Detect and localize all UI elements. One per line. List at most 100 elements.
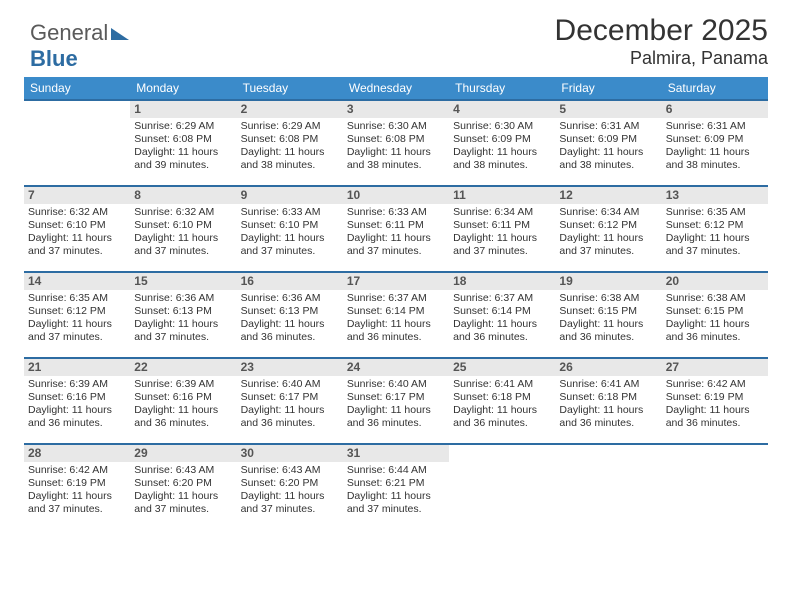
day-info-line: Sunset: 6:17 PM xyxy=(241,391,339,404)
header: December 2025 Palmira, Panama xyxy=(24,14,768,69)
day-info-line: Sunset: 6:18 PM xyxy=(453,391,551,404)
day-number: 20 xyxy=(662,273,768,290)
calendar-week-row: 7Sunrise: 6:32 AMSunset: 6:10 PMDaylight… xyxy=(24,186,768,272)
day-info-line: Daylight: 11 hours xyxy=(241,232,339,245)
day-info-line: Daylight: 11 hours xyxy=(347,146,445,159)
calendar-day-cell: 27Sunrise: 6:42 AMSunset: 6:19 PMDayligh… xyxy=(662,358,768,444)
weekday-header: Saturday xyxy=(662,77,768,100)
day-info-line: Daylight: 11 hours xyxy=(241,490,339,503)
day-number: 25 xyxy=(449,359,555,376)
day-info-line: Sunset: 6:12 PM xyxy=(28,305,126,318)
day-info-line: and 36 minutes. xyxy=(28,417,126,430)
day-info-line: and 38 minutes. xyxy=(666,159,764,172)
day-info-line: Sunrise: 6:39 AM xyxy=(28,378,126,391)
day-info-line: Sunset: 6:12 PM xyxy=(666,219,764,232)
day-info-line: Sunset: 6:11 PM xyxy=(453,219,551,232)
calendar-day-cell xyxy=(24,100,130,186)
day-info-line: and 36 minutes. xyxy=(453,417,551,430)
day-info-line: Daylight: 11 hours xyxy=(347,318,445,331)
day-info-line: Sunrise: 6:33 AM xyxy=(347,206,445,219)
day-info-line: Daylight: 11 hours xyxy=(453,146,551,159)
calendar-day-cell: 14Sunrise: 6:35 AMSunset: 6:12 PMDayligh… xyxy=(24,272,130,358)
day-info-line: Sunset: 6:20 PM xyxy=(241,477,339,490)
day-info-line: Sunrise: 6:40 AM xyxy=(241,378,339,391)
calendar-day-cell: 5Sunrise: 6:31 AMSunset: 6:09 PMDaylight… xyxy=(555,100,661,186)
day-info-line: Sunrise: 6:41 AM xyxy=(559,378,657,391)
day-info-line: Sunrise: 6:36 AM xyxy=(241,292,339,305)
day-info-line: Sunset: 6:11 PM xyxy=(347,219,445,232)
calendar-body: 1Sunrise: 6:29 AMSunset: 6:08 PMDaylight… xyxy=(24,100,768,530)
day-info-line: Sunrise: 6:37 AM xyxy=(453,292,551,305)
day-info-line: Sunset: 6:08 PM xyxy=(134,133,232,146)
day-info-line: Daylight: 11 hours xyxy=(28,318,126,331)
day-info-line: Daylight: 11 hours xyxy=(134,490,232,503)
day-info-line: Sunrise: 6:43 AM xyxy=(134,464,232,477)
day-info-line: Daylight: 11 hours xyxy=(559,404,657,417)
day-info-line: Daylight: 11 hours xyxy=(666,146,764,159)
calendar-day-cell: 30Sunrise: 6:43 AMSunset: 6:20 PMDayligh… xyxy=(237,444,343,530)
day-number: 18 xyxy=(449,273,555,290)
day-info-line: and 37 minutes. xyxy=(347,503,445,516)
calendar-day-cell: 13Sunrise: 6:35 AMSunset: 6:12 PMDayligh… xyxy=(662,186,768,272)
calendar-day-cell: 17Sunrise: 6:37 AMSunset: 6:14 PMDayligh… xyxy=(343,272,449,358)
day-info-line: and 36 minutes. xyxy=(453,331,551,344)
calendar-day-cell: 28Sunrise: 6:42 AMSunset: 6:19 PMDayligh… xyxy=(24,444,130,530)
day-info-line: and 38 minutes. xyxy=(347,159,445,172)
day-number: 10 xyxy=(343,187,449,204)
day-number: 28 xyxy=(24,445,130,462)
calendar-day-cell: 29Sunrise: 6:43 AMSunset: 6:20 PMDayligh… xyxy=(130,444,236,530)
day-info-line: Sunrise: 6:35 AM xyxy=(666,206,764,219)
day-info-line: and 37 minutes. xyxy=(347,245,445,258)
day-info-line: Sunrise: 6:36 AM xyxy=(134,292,232,305)
day-info-line: and 37 minutes. xyxy=(134,331,232,344)
calendar-head: SundayMondayTuesdayWednesdayThursdayFrid… xyxy=(24,77,768,100)
calendar-day-cell: 16Sunrise: 6:36 AMSunset: 6:13 PMDayligh… xyxy=(237,272,343,358)
day-info-line: Sunrise: 6:30 AM xyxy=(453,120,551,133)
day-info-line: Sunset: 6:14 PM xyxy=(347,305,445,318)
day-info-line: Daylight: 11 hours xyxy=(453,318,551,331)
day-info-line: Daylight: 11 hours xyxy=(453,232,551,245)
calendar-day-cell: 9Sunrise: 6:33 AMSunset: 6:10 PMDaylight… xyxy=(237,186,343,272)
day-number: 19 xyxy=(555,273,661,290)
day-info-line: Sunrise: 6:35 AM xyxy=(28,292,126,305)
day-info-line: and 37 minutes. xyxy=(28,331,126,344)
day-info-line: Sunset: 6:21 PM xyxy=(347,477,445,490)
day-info-line: and 36 minutes. xyxy=(559,331,657,344)
calendar-week-row: 21Sunrise: 6:39 AMSunset: 6:16 PMDayligh… xyxy=(24,358,768,444)
day-number: 11 xyxy=(449,187,555,204)
calendar-day-cell: 31Sunrise: 6:44 AMSunset: 6:21 PMDayligh… xyxy=(343,444,449,530)
day-info-line: Sunrise: 6:31 AM xyxy=(666,120,764,133)
day-info-line: Sunrise: 6:34 AM xyxy=(453,206,551,219)
day-number: 3 xyxy=(343,101,449,118)
calendar-day-cell: 25Sunrise: 6:41 AMSunset: 6:18 PMDayligh… xyxy=(449,358,555,444)
day-info-line: and 37 minutes. xyxy=(453,245,551,258)
weekday-header: Tuesday xyxy=(237,77,343,100)
day-info-line: Sunrise: 6:39 AM xyxy=(134,378,232,391)
day-info-line: Daylight: 11 hours xyxy=(666,232,764,245)
day-info-line: and 37 minutes. xyxy=(241,503,339,516)
logo-part2: Blue xyxy=(30,46,78,71)
day-info-line: Sunset: 6:13 PM xyxy=(241,305,339,318)
day-info-line: and 37 minutes. xyxy=(134,245,232,258)
calendar-day-cell: 3Sunrise: 6:30 AMSunset: 6:08 PMDaylight… xyxy=(343,100,449,186)
day-info-line: and 36 minutes. xyxy=(134,417,232,430)
day-info-line: Sunset: 6:08 PM xyxy=(347,133,445,146)
day-info-line: and 36 minutes. xyxy=(559,417,657,430)
day-number: 5 xyxy=(555,101,661,118)
calendar-day-cell: 10Sunrise: 6:33 AMSunset: 6:11 PMDayligh… xyxy=(343,186,449,272)
day-info-line: Sunrise: 6:40 AM xyxy=(347,378,445,391)
day-info-line: Daylight: 11 hours xyxy=(347,490,445,503)
day-number: 6 xyxy=(662,101,768,118)
day-info-line: and 36 minutes. xyxy=(347,417,445,430)
logo: General Blue xyxy=(30,20,129,72)
calendar-day-cell: 21Sunrise: 6:39 AMSunset: 6:16 PMDayligh… xyxy=(24,358,130,444)
day-info-line: Sunset: 6:09 PM xyxy=(453,133,551,146)
day-number: 22 xyxy=(130,359,236,376)
day-number: 1 xyxy=(130,101,236,118)
calendar-table: SundayMondayTuesdayWednesdayThursdayFrid… xyxy=(24,77,768,530)
day-info-line: Sunrise: 6:42 AM xyxy=(666,378,764,391)
day-info-line: Sunrise: 6:29 AM xyxy=(134,120,232,133)
day-info-line: Sunset: 6:10 PM xyxy=(134,219,232,232)
weekday-header: Thursday xyxy=(449,77,555,100)
day-number: 17 xyxy=(343,273,449,290)
